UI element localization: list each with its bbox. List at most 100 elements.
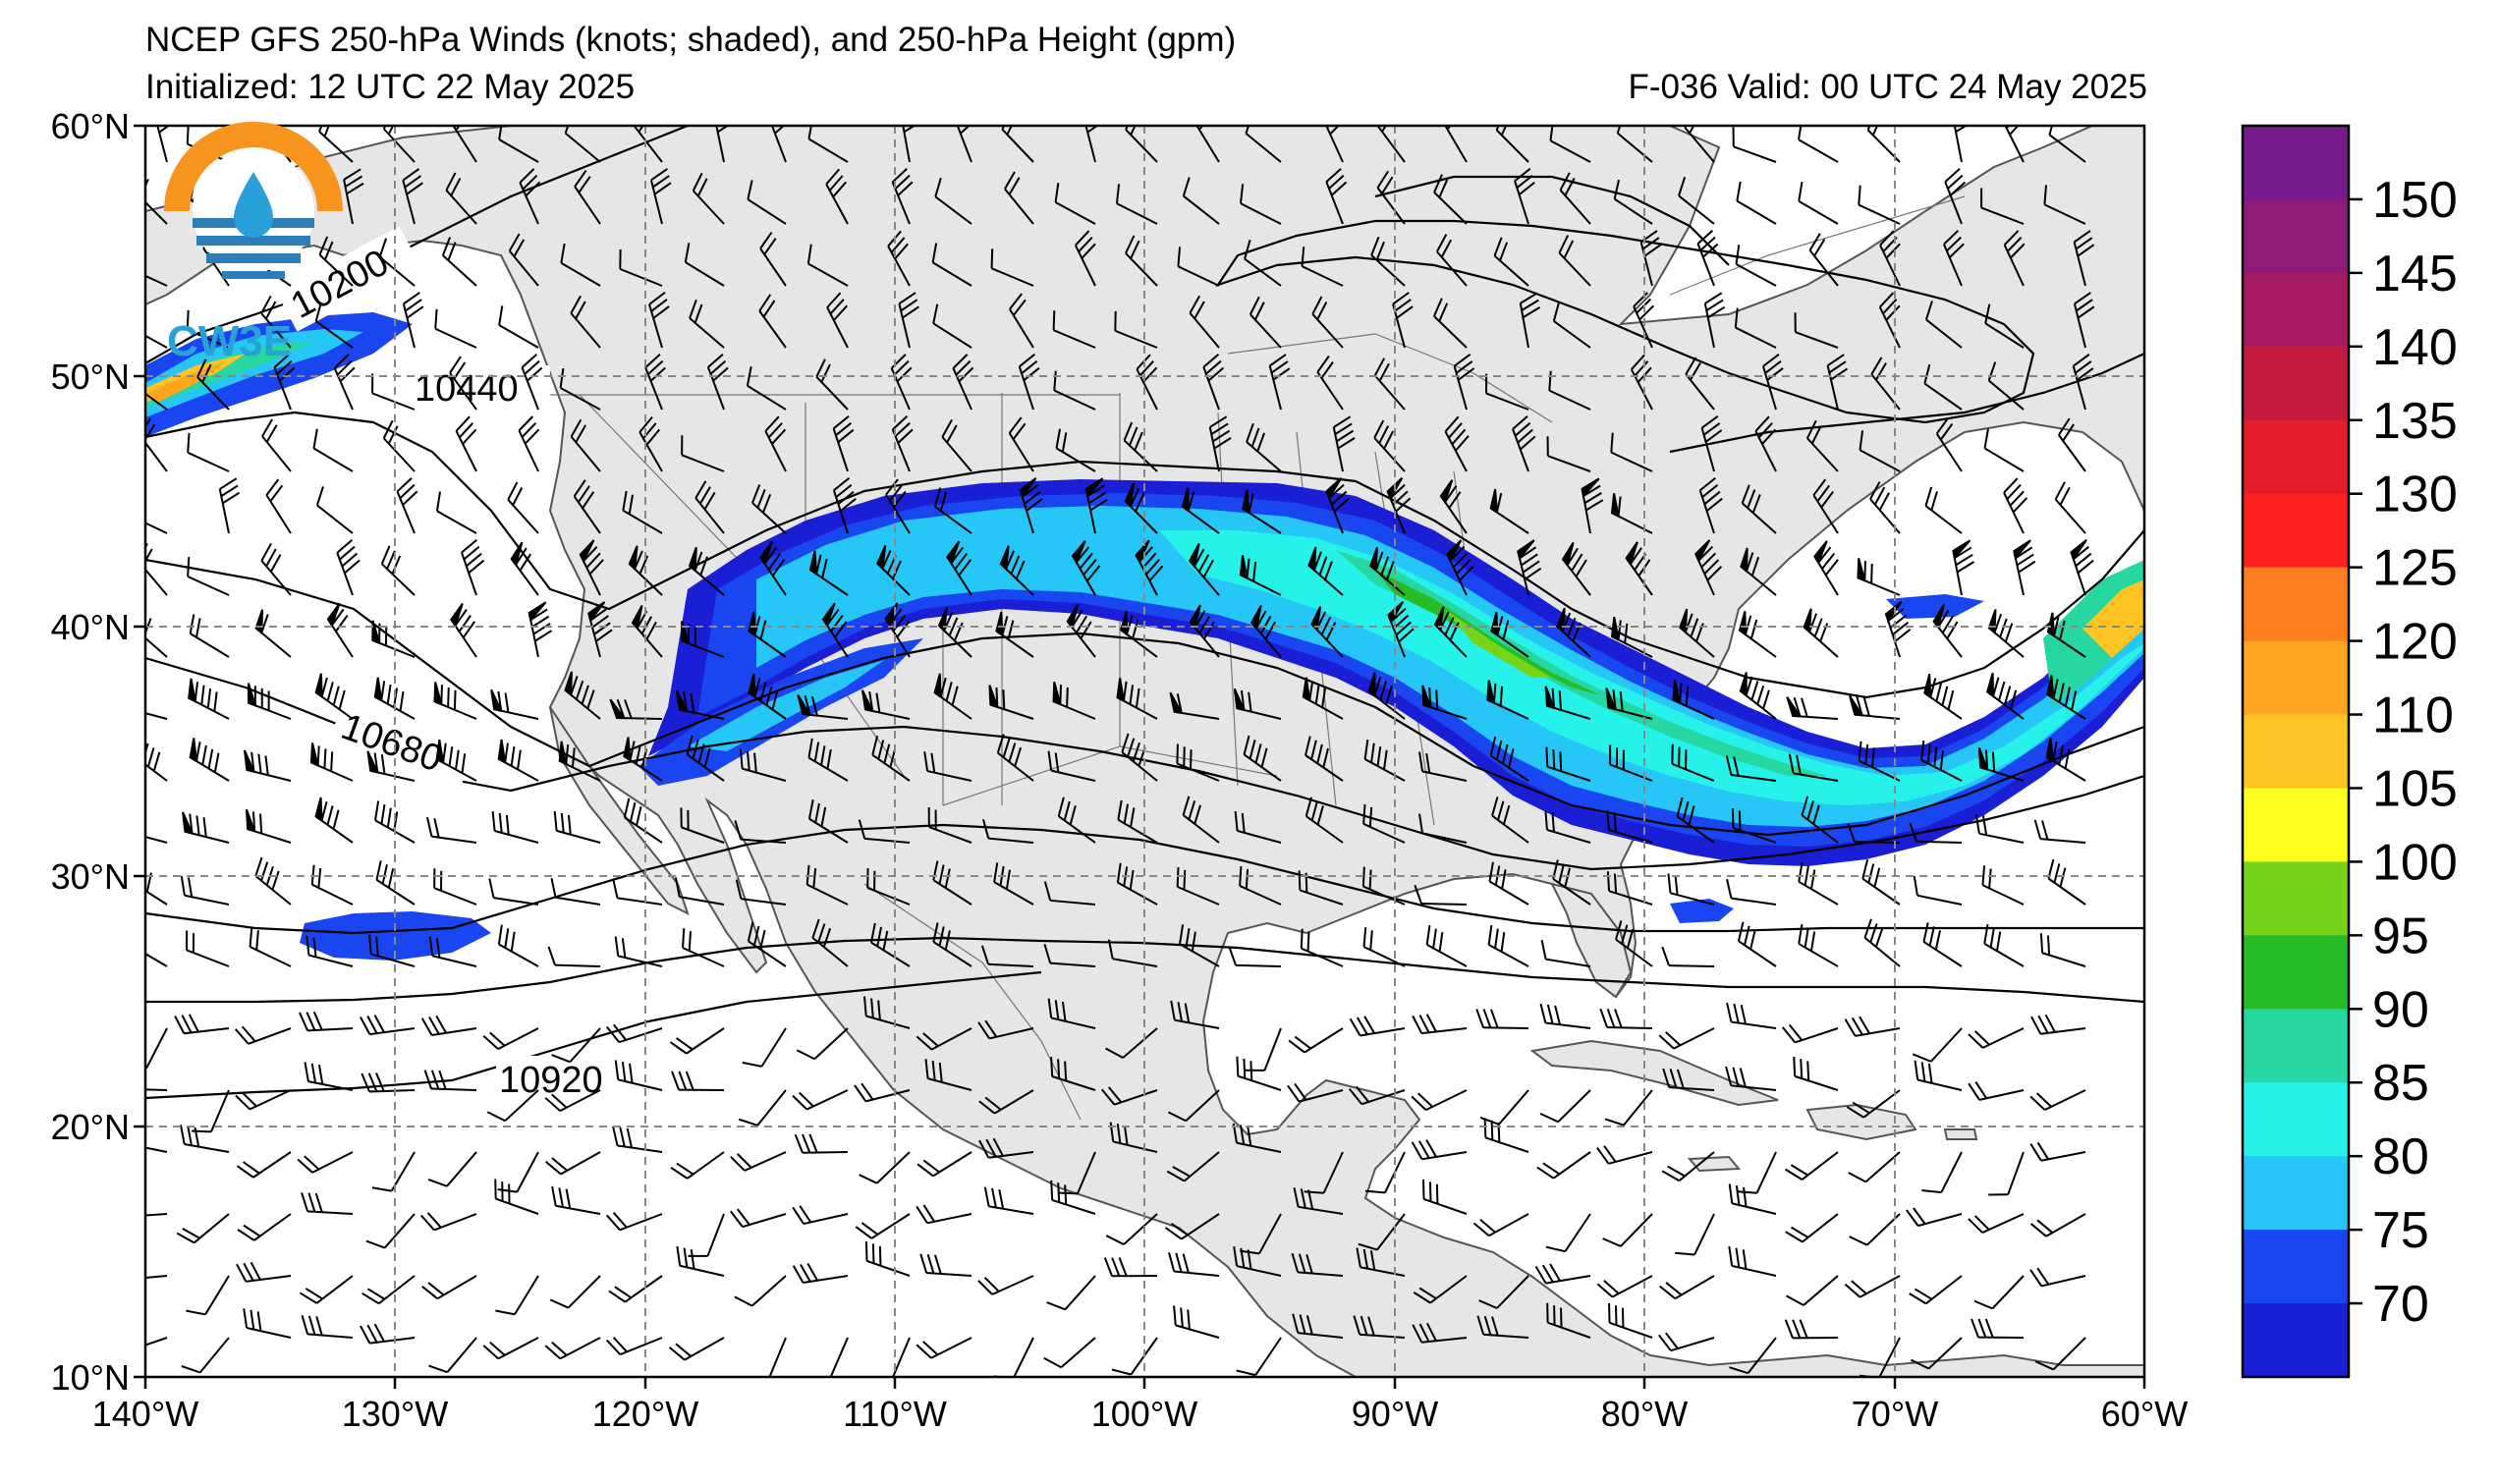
wind-barb-flag [648,291,666,305]
wind-barb-flag [564,126,570,134]
wind-barb-flag [1521,553,1538,567]
wind-barb [1982,884,2025,906]
wind-barb-flag [628,494,635,515]
wind-barb [813,1027,849,1060]
wind-barb-flag [544,1160,562,1176]
wind-barb-flag [482,1034,499,1050]
wind-barb [649,180,663,225]
wind-barb-flag [2058,683,2065,703]
wind-barb-flag [462,428,477,445]
wind-barb-flag [130,1071,137,1089]
wind-barb-flag [878,1245,882,1266]
wind-barb-flag [636,805,642,826]
wind-barb-flag [312,1011,323,1030]
wind-barb-flag [1239,865,1243,887]
wind-barb-flag [2053,863,2061,883]
wind-barb-flag [1007,620,1015,640]
wind-barb-pennant [1813,540,1828,566]
wind-barb-flag [1923,363,1931,384]
wind-barb-flag [1176,743,1179,764]
wind-barb [312,447,354,472]
wind-barb-flag [331,608,345,627]
wind-barb [145,636,168,658]
wind-barb-flag [1164,1227,1183,1240]
wind-barb-flag [1973,1299,1993,1310]
wind-barb [634,126,663,163]
wind-barb-flag [1894,628,1912,643]
wind-barb-flag [1689,126,1695,135]
wind-barb-flag [998,1188,1005,1209]
wind-barb-flag [140,931,143,951]
wind-barb-flag [1412,1015,1423,1034]
wind-barb-flag [763,238,777,255]
wind-barb-flag [2016,553,2034,567]
wind-barb-flag [551,1157,568,1172]
wind-barb-flag [1984,1318,1994,1339]
wind-barb [715,126,725,163]
wind-barb [318,131,354,163]
wind-barb-flag [1732,1067,1740,1087]
wind-barb-flag [1383,430,1395,450]
wind-barb-flag [310,1063,317,1083]
wind-barb-flag [1193,610,1206,629]
wind-barb [1174,1018,1220,1029]
wind-barb [2052,1337,2086,1371]
wind-barb-flag [1725,755,1733,776]
wind-barb [1879,245,1901,287]
wind-barb-flag [430,1070,440,1090]
wind-barb-flag [1685,357,1697,375]
wind-barb [369,1337,416,1345]
wind-barb-flag [1197,554,1210,573]
wind-barb [1920,759,1963,782]
wind-barb-flag [730,1156,746,1172]
wind-barb-flag [1785,1231,1804,1243]
wind-barb [1433,192,1468,225]
wind-barb-flag [1173,1305,1177,1326]
wind-barb-flag [1313,551,1322,571]
wind-barb [1373,374,1406,411]
wind-barb [184,1142,230,1153]
wind-barb-flag [1444,415,1460,433]
wind-barb-flag [614,1286,633,1299]
wind-barb-flag [1864,743,1869,765]
wind-barb-flag [462,621,476,638]
wind-barb-flag [1175,1252,1183,1273]
wind-barb [378,255,416,287]
wind-barb-flag [527,366,543,382]
wind-barb [1360,1089,1406,1106]
wind-barb-flag [1549,126,1554,141]
wind-barb-flag [1728,1245,1734,1267]
wind-barb-flag [234,1028,250,1045]
wind-barb-flag [187,877,194,898]
wind-barb-flag [1813,238,1826,257]
wind-barb-flag [194,742,201,762]
wind-barb-flag [1433,174,1443,193]
wind-barb-flag [323,748,327,769]
wind-barb [1564,1213,1591,1252]
wind-barb-flag [1333,415,1352,428]
wind-barb [1488,1213,1529,1237]
wind-barb-flag [180,875,186,896]
wind-barb-flag [1050,1056,1054,1077]
wind-barb [1546,765,1591,782]
wind-barb-pennant [1249,604,1262,631]
wind-barb [1806,437,1839,472]
wind-barb [832,489,849,534]
wind-barb-flag [1659,1285,1676,1299]
wind-barb-flag [991,1187,997,1208]
wind-barb-flag [1734,307,1739,328]
wind-barb-flag [1798,126,1803,140]
wind-barb-flag [674,877,681,898]
wind-barb-flag [1015,560,1026,579]
wind-barb-flag [387,425,399,445]
wind-barb-flag [339,545,356,561]
wind-barb [1798,943,1839,967]
wind-barb-pennant [435,739,445,765]
wind-barb-flag [373,1015,385,1033]
wind-barb [1861,877,1901,906]
wind-barb-flag [219,477,238,490]
wind-barb-flag [1953,107,1970,117]
wind-barb-flag [250,751,255,772]
wind-barb [2040,1027,2086,1035]
wind-barb [1978,1089,2025,1101]
